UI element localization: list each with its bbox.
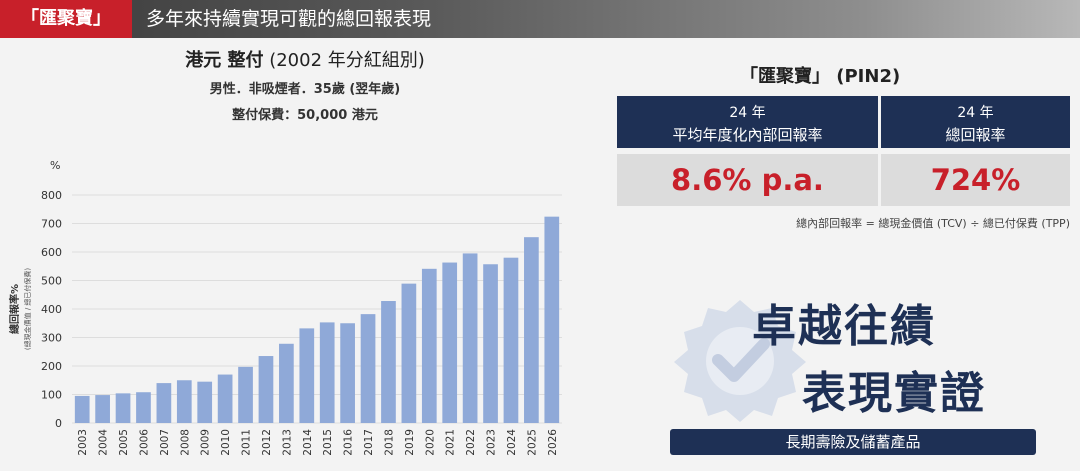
y-axis-title: 總回報率%: [8, 284, 21, 334]
x-tick-label: 2012: [261, 429, 273, 456]
y-tick-label: 300: [41, 332, 62, 345]
y-axis-subtitle: (總現金價值 / 總已付保費): [23, 268, 32, 351]
slogan-line-2: 表現實證: [802, 368, 986, 419]
chart-title: 港元 整付 (2002 年分紅組別): [0, 46, 610, 72]
x-tick-label: 2009: [200, 429, 212, 456]
right-panel-title: 「匯聚寶」 (PIN2): [740, 66, 901, 87]
bar-2020: [421, 268, 437, 423]
slogan-line-1: 卓越往績: [752, 301, 936, 352]
x-tick-label: 2016: [343, 429, 355, 456]
y-tick-label: 100: [41, 389, 62, 402]
x-tick-label: 2005: [118, 429, 130, 456]
x-tick-label: 2006: [138, 429, 150, 456]
x-tick-label: 2004: [98, 429, 110, 456]
bar-2011: [238, 366, 253, 423]
x-tick-label: 2022: [465, 429, 477, 456]
bar-2018: [381, 301, 396, 423]
bar-2017: [360, 314, 376, 423]
chart-subtitle-1: 男性．非吸煙者．35歲 (翌年歲): [209, 82, 401, 97]
kpi-total-label: 總回報率: [945, 126, 1006, 144]
chart-subtitle-2: 整付保費：50,000 港元: [232, 108, 378, 123]
x-tick-label: 2015: [322, 429, 334, 456]
x-tick-label: 2003: [77, 429, 89, 456]
y-tick-label: 200: [41, 360, 62, 373]
bar-2003: [74, 395, 90, 423]
y-tick-label: 800: [41, 189, 62, 202]
y-tick-label: 600: [41, 246, 62, 259]
x-tick-label: 2020: [424, 429, 436, 456]
chart-title-rest: (2002 年分紅組別): [263, 50, 425, 71]
x-tick-label: 2026: [547, 429, 559, 456]
x-tick-label: 2008: [179, 429, 191, 456]
product-ribbon: 長期壽險及儲蓄產品: [670, 429, 1036, 455]
bar-2016: [340, 323, 355, 423]
bar-2019: [401, 283, 417, 423]
bar-2024: [503, 257, 519, 423]
bar-2013: [279, 343, 294, 423]
bar-2009: [197, 381, 213, 423]
bar-2006: [136, 392, 151, 423]
kpi-irr-label: 平均年度化內部回報率: [672, 126, 823, 144]
x-tick-label: 2007: [159, 429, 171, 456]
bar-2015: [319, 322, 335, 423]
x-tick-label: 2025: [526, 429, 538, 456]
y-tick-label: 500: [41, 275, 62, 288]
x-tick-label: 2019: [404, 429, 416, 456]
bar-2023: [483, 264, 498, 423]
x-tick-label: 2018: [383, 429, 395, 456]
bar-2007: [156, 383, 172, 423]
formula-note: 總內部回報率 = 總現金價值 (TCV) ÷ 總已付保費 (TPP): [796, 217, 1070, 230]
bar-chart: % 0 100 200 300 400 500 600 700 800 總回報率% (總現金價值 / …: [8, 159, 562, 456]
banner-title: 多年來持續實現可觀的總回報表現: [146, 8, 432, 30]
chart-title-bold: 港元 整付: [185, 50, 264, 71]
bar-2012: [258, 356, 274, 423]
kpi-irr-header: 24 年 平均年度化內部回報率: [617, 96, 878, 148]
y-tick-label: 700: [41, 218, 62, 231]
kpi-total-value: 724%: [881, 154, 1070, 206]
bar-2010: [217, 374, 233, 423]
kpi-irr-value: 8.6% p.a.: [617, 154, 878, 206]
bar-2004: [95, 395, 110, 423]
x-tick-label: 2017: [363, 429, 375, 456]
top-banner: 「匯聚寶」 多年來持續實現可觀的總回報表現: [0, 0, 1080, 38]
x-tick-label: 2023: [486, 429, 498, 456]
x-tick-label: 2013: [281, 429, 293, 456]
bar-2008: [176, 380, 192, 423]
bar-2005: [115, 393, 131, 423]
y-tick-label: 0: [55, 417, 62, 430]
x-tick-label: 2010: [220, 429, 232, 456]
kpi-total-years: 24 年: [957, 105, 994, 121]
y-unit-label: %: [50, 159, 60, 172]
bar-2021: [442, 262, 458, 423]
kpi-irr-years: 24 年: [729, 105, 766, 121]
bar-2014: [299, 328, 315, 423]
bar-2022: [462, 253, 478, 423]
kpi-total-header: 24 年 總回報率: [881, 96, 1070, 148]
checkmark-badge-icon: [674, 300, 806, 422]
bar-2026: [544, 216, 560, 423]
y-tick-label: 400: [41, 303, 62, 316]
x-tick-label: 2014: [302, 429, 314, 456]
brand-tag: 「匯聚寶」: [0, 0, 132, 38]
bar-2025: [524, 237, 539, 423]
x-tick-label: 2011: [241, 429, 253, 456]
x-tick-label: 2024: [506, 429, 518, 456]
x-tick-label: 2021: [445, 429, 457, 456]
